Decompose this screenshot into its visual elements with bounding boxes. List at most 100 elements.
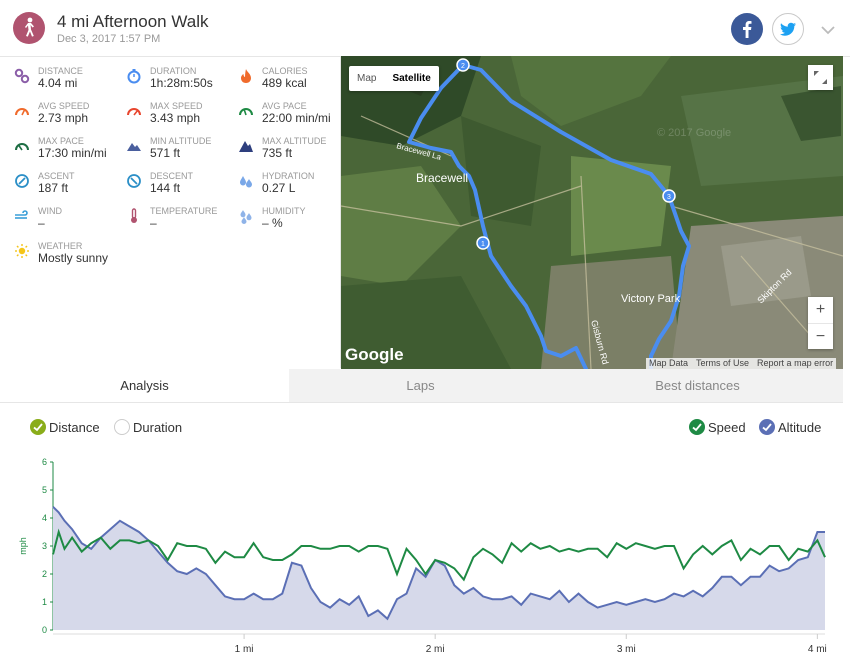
stopwatch-icon: [126, 68, 142, 84]
stat-label: HYDRATION: [262, 171, 315, 181]
sun-icon: [14, 243, 30, 259]
stat-value: 187 ft: [38, 181, 69, 195]
terms-of-use-link[interactable]: Terms of Use: [696, 358, 750, 368]
stat-label: MAX ALTITUDE: [262, 136, 327, 146]
descent-compass-icon: [126, 173, 142, 189]
check-icon: [759, 419, 775, 435]
stat-label: HUMIDITY: [262, 206, 306, 216]
zoom-control: + −: [808, 297, 833, 349]
stat-value: 2.73 mph: [38, 111, 89, 125]
option-label: Duration: [133, 420, 183, 435]
stat-value: 144 ft: [150, 181, 181, 195]
map-type-satellite-button[interactable]: Satellite: [392, 73, 431, 84]
zoom-out-button[interactable]: −: [815, 328, 826, 345]
tab-laps[interactable]: Laps: [406, 378, 435, 393]
fullscreen-button[interactable]: [808, 65, 833, 90]
x-tick-label: 3 mi: [617, 644, 636, 655]
stat-value: 1h:28m:50s: [150, 76, 213, 90]
map-data-link[interactable]: Map Data: [649, 358, 689, 368]
map-attribution: Map Data Terms of Use Report a map error: [646, 358, 837, 369]
x-tick-label: 1 mi: [235, 644, 254, 655]
pace-gauge-icon: [238, 103, 254, 119]
zoom-in-button[interactable]: +: [808, 297, 833, 324]
stat-value: –: [38, 216, 45, 230]
stat-hydration: HYDRATION 0.27 L: [238, 171, 350, 205]
svg-text:1: 1: [481, 241, 485, 248]
map-watermark: © 2017 Google: [657, 127, 731, 139]
mountain-icon: [126, 138, 142, 154]
place-label-bracewell: Bracewell: [416, 171, 468, 185]
stat-ascent: ASCENT 187 ft: [14, 171, 126, 205]
y-tick-label: 0: [42, 625, 47, 635]
route-map[interactable]: 1 2 3 Bracewell Victory Park Skipton Rd …: [341, 56, 843, 369]
stat-value: 489 kcal: [262, 76, 307, 90]
walking-person-icon: [13, 12, 45, 44]
stat-label: AVG PACE: [262, 101, 307, 111]
facebook-icon[interactable]: [731, 13, 763, 45]
chevron-down-icon[interactable]: [821, 22, 835, 35]
speed-line: [52, 528, 826, 582]
stat-max-speed: MAX SPEED 3.43 mph: [126, 101, 238, 135]
altitude-area: [53, 506, 825, 630]
option-label: Distance: [49, 420, 100, 435]
svg-text:3: 3: [667, 194, 671, 201]
stat-value: – %: [262, 216, 283, 230]
stat-max-altitude: MAX ALTITUDE 735 ft: [238, 136, 350, 170]
stat-label: ASCENT: [38, 171, 75, 181]
option-label: Altitude: [778, 420, 822, 435]
activity-title: 4 mi Afternoon Walk: [57, 12, 209, 31]
analysis-tabs: Analysis Laps Best distances: [0, 369, 843, 403]
water-drops-icon: [238, 173, 254, 189]
tab-analysis[interactable]: Analysis: [0, 369, 289, 402]
stat-weather: WEATHER Mostly sunny: [14, 241, 126, 275]
activity-date: Dec 3, 2017 1:57 PM: [57, 33, 161, 45]
pace-gauge-icon: [14, 138, 30, 154]
stat-label: MIN ALTITUDE: [150, 136, 212, 146]
speed-altitude-chart[interactable]: 0 1 2 3 4 5 6 1 mi 2 mi 3 mi 4 mi mph: [0, 448, 843, 664]
stat-value: 22:00 min/mi: [262, 111, 331, 125]
report-map-error-link[interactable]: Report a map error: [757, 358, 834, 368]
x-tick-label: 4 mi: [808, 644, 827, 655]
stat-distance: DISTANCE 4.04 mi: [14, 66, 126, 100]
stat-temperature: TEMPERATURE –: [126, 206, 238, 240]
y-axis-label: mph: [18, 537, 28, 555]
google-logo: Google: [345, 345, 404, 364]
twitter-icon[interactable]: [772, 13, 804, 45]
route-marker-3[interactable]: 3: [662, 189, 676, 203]
tab-best-distances[interactable]: Best distances: [655, 378, 740, 393]
stat-value: 0.27 L: [262, 181, 296, 195]
stat-value: 4.04 mi: [38, 76, 78, 90]
stat-label: AVG SPEED: [38, 101, 90, 111]
y-tick-label: 5: [42, 485, 47, 495]
map-type-map-button[interactable]: Map: [357, 73, 377, 84]
stat-value: –: [150, 216, 157, 230]
place-label-victory-park: Victory Park: [621, 293, 681, 305]
stat-max-pace: MAX PACE 17:30 min/mi: [14, 136, 126, 170]
route-marker-2[interactable]: 2: [456, 58, 470, 72]
stat-descent: DESCENT 144 ft: [126, 171, 238, 205]
check-icon: [30, 419, 46, 435]
route-marker-1[interactable]: 1: [476, 236, 490, 250]
mountain-icon: [238, 138, 254, 154]
stat-avg-speed: AVG SPEED 2.73 mph: [14, 101, 126, 135]
thermometer-icon: [126, 208, 142, 224]
stat-label: WIND: [38, 206, 62, 216]
stat-label: DURATION: [150, 66, 197, 76]
map-type-selector: Map Satellite: [349, 66, 439, 91]
stat-label: MAX SPEED: [150, 101, 203, 111]
unchecked-circle-icon: [114, 419, 130, 435]
stat-value: Mostly sunny: [38, 251, 109, 265]
distance-icon: [14, 68, 30, 84]
y-tick-label: 6: [42, 457, 47, 467]
stat-label: CALORIES: [262, 66, 308, 76]
humidity-drops-icon: [238, 208, 254, 224]
svg-text:2: 2: [461, 63, 465, 70]
speedometer-icon: [14, 103, 30, 119]
y-tick-label: 4: [42, 513, 47, 523]
check-icon: [689, 419, 705, 435]
y-tick-label: 2: [42, 569, 47, 579]
stat-min-altitude: MIN ALTITUDE 571 ft: [126, 136, 238, 170]
stat-value: 17:30 min/mi: [38, 146, 107, 160]
fullscreen-icon: [814, 71, 827, 84]
stat-calories: CALORIES 489 kcal: [238, 66, 350, 100]
